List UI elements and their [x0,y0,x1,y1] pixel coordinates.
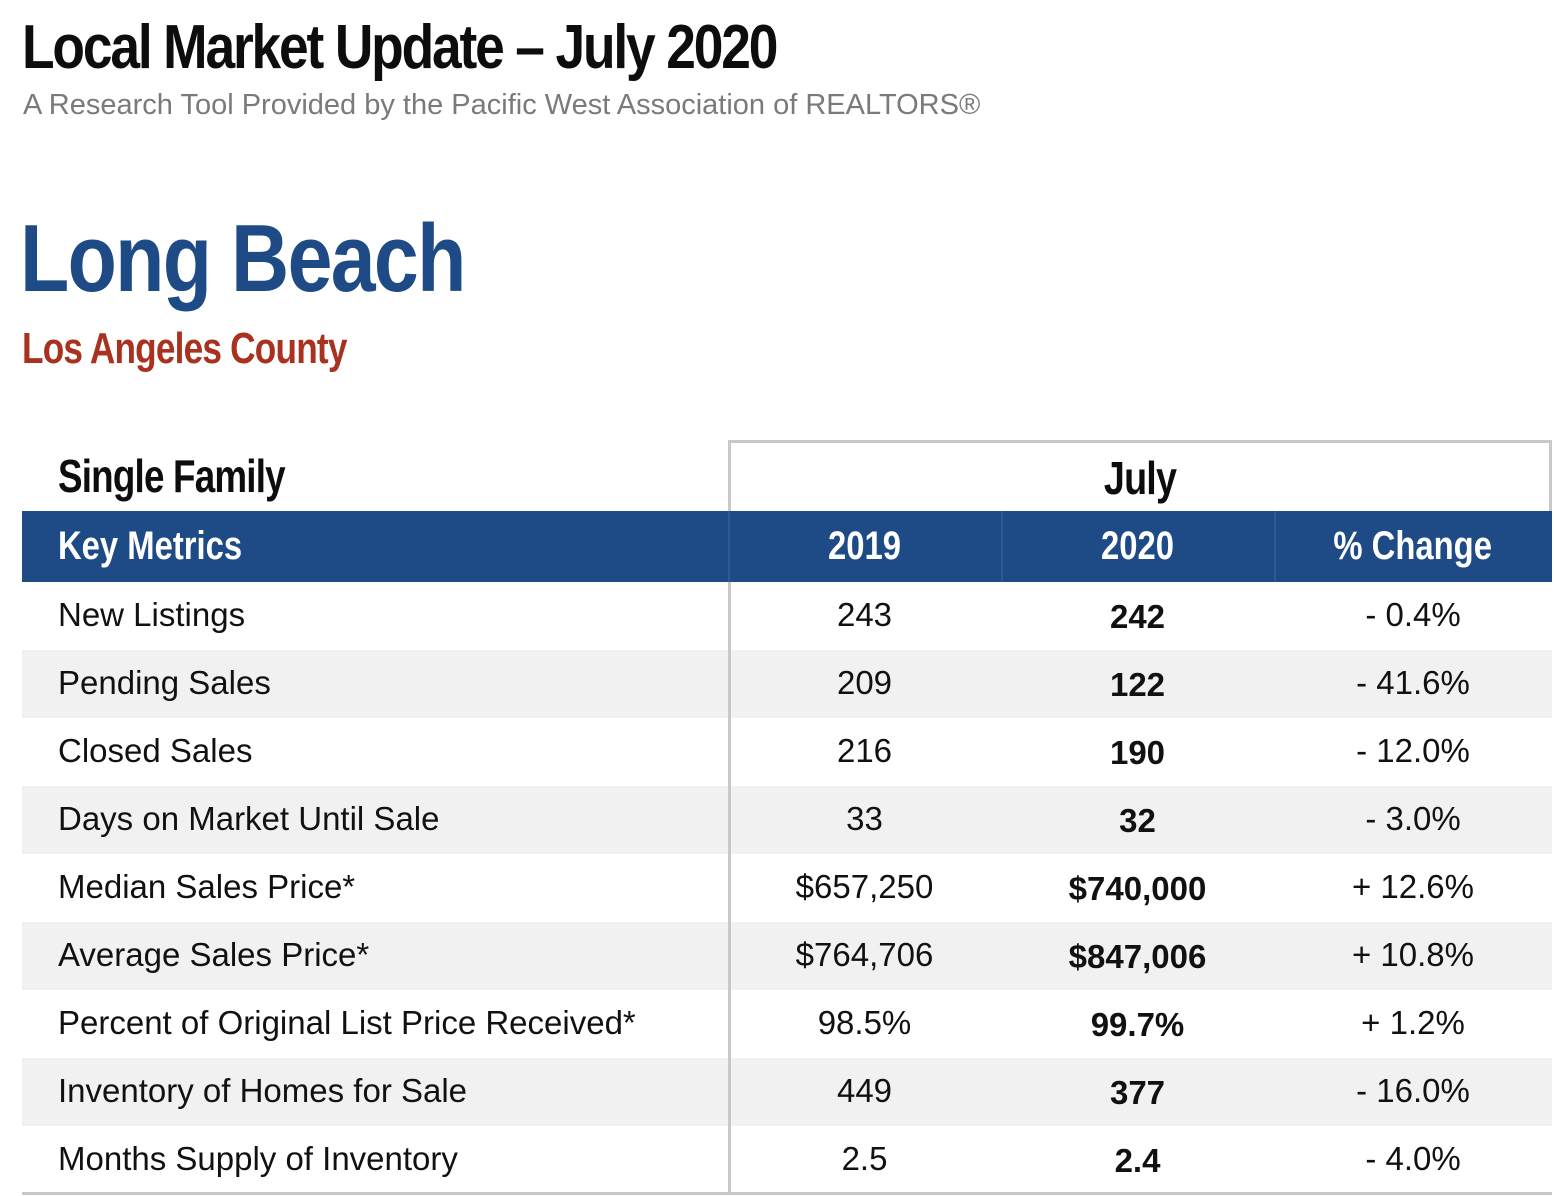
page-subtitle: A Research Tool Provided by the Pacific … [23,89,981,121]
metric-label: New Listings [58,596,246,633]
percent-change: - 0.4% [1365,596,1461,633]
percent-change: - 4.0% [1365,1140,1461,1177]
value-2019: 2.5 [841,1140,888,1177]
value-2019: 449 [836,1072,893,1109]
table-row: Average Sales Price* $764,706 $847,006 +… [22,922,1552,990]
column-header-2019: 2019 [728,511,1001,582]
table-row: New Listings 243 242 - 0.4% [22,582,1552,650]
table-row: Median Sales Price* $657,250 $740,000 + … [22,854,1552,922]
page-title: Local Market Update – July 2020 [22,13,778,82]
city-heading: Long Beach [20,205,466,312]
column-header-key-metrics: Key Metrics [58,511,283,582]
value-2019: 209 [836,664,893,701]
value-2019: 243 [836,596,893,633]
percent-change: - 41.6% [1356,664,1470,701]
table-row: Months Supply of Inventory 2.5 2.4 - 4.0… [22,1126,1552,1194]
value-2020: 242 [1109,598,1166,635]
period-label: July [731,450,1549,506]
value-2020: 99.7% [1090,1006,1185,1043]
metrics-table-body: New Listings 243 242 - 0.4% Pending Sale… [22,582,1552,1194]
column-header-percent-change: % Change [1274,511,1552,582]
percent-change: + 10.8% [1351,936,1474,973]
header-divider [1001,511,1003,582]
value-2020: $740,000 [1068,870,1207,907]
value-2020: 2.4 [1114,1142,1161,1179]
value-2019: $657,250 [795,868,934,905]
percent-change: - 3.0% [1365,800,1461,837]
metric-label: Days on Market Until Sale [58,800,440,837]
table-row: Pending Sales 209 122 - 41.6% [22,650,1552,718]
value-2020: $847,006 [1068,938,1207,975]
period-header-box [728,440,1552,511]
metric-label: Average Sales Price* [58,936,370,973]
table-row: Days on Market Until Sale 33 32 - 3.0% [22,786,1552,854]
column-header-percent-change-text: % Change [1333,524,1493,568]
table-row: Percent of Original List Price Received*… [22,990,1552,1058]
metric-label: Percent of Original List Price Received* [58,1004,636,1041]
percent-change: + 1.2% [1361,1004,1465,1041]
metric-label: Median Sales Price* [58,868,356,905]
column-header-2020: 2020 [1001,511,1274,582]
value-2020: 190 [1109,734,1166,771]
header-divider [728,511,730,582]
percent-change: + 12.6% [1351,868,1474,905]
table-bottom-border [22,1192,1552,1195]
header-divider [1274,511,1276,582]
table-row: Closed Sales 216 190 - 12.0% [22,718,1552,786]
value-2019: 98.5% [817,1004,912,1041]
column-header-2019-text: 2019 [828,524,901,568]
value-2019: $764,706 [795,936,934,973]
table-row: Inventory of Homes for Sale 449 377 - 16… [22,1058,1552,1126]
metric-label: Months Supply of Inventory [58,1140,458,1177]
value-2020: 377 [1109,1074,1166,1111]
county-heading: Los Angeles County [22,324,347,373]
period-label-text: July [1103,452,1177,504]
value-2019: 33 [846,800,883,837]
percent-change: - 12.0% [1356,732,1470,769]
column-header-key-metrics-text: Key Metrics [58,524,243,568]
column-header-2020-text: 2020 [1101,524,1174,568]
value-2019: 216 [836,732,893,769]
metric-label: Inventory of Homes for Sale [58,1072,468,1109]
property-type-label: Single Family [58,450,286,502]
metric-label: Closed Sales [58,732,253,769]
table-header-row: Key Metrics 2019 2020 % Change [22,511,1552,582]
value-2020: 32 [1119,802,1156,839]
metric-label: Pending Sales [58,664,271,701]
percent-change: - 16.0% [1356,1072,1470,1109]
column-divider [728,582,731,1194]
value-2020: 122 [1109,666,1166,703]
